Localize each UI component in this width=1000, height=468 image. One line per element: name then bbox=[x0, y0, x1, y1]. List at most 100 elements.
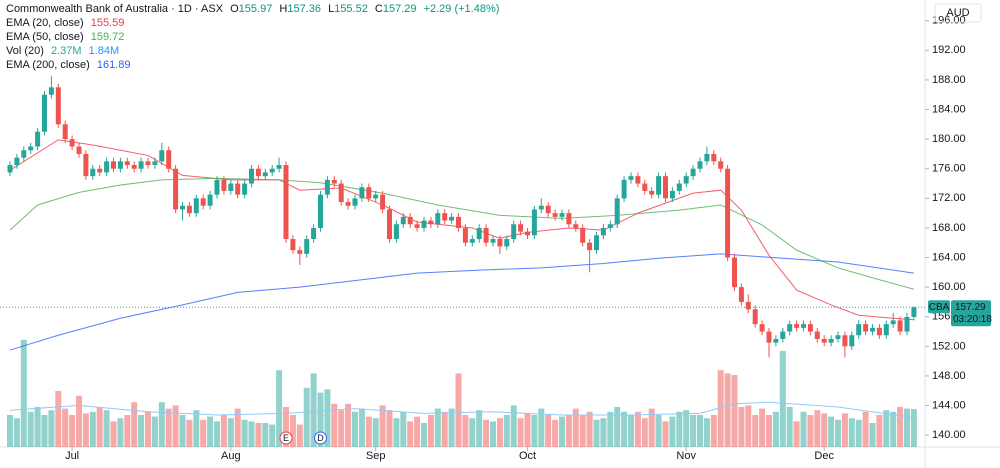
candle-body bbox=[545, 205, 551, 214]
candle-body bbox=[849, 335, 855, 347]
candle-body bbox=[814, 331, 820, 339]
candle-body bbox=[318, 194, 323, 228]
candle-body bbox=[663, 176, 668, 199]
volume-bar bbox=[766, 415, 772, 447]
candle-body bbox=[449, 216, 455, 221]
ema-line bbox=[9, 177, 915, 290]
volume-bar bbox=[110, 421, 117, 447]
volume-bar bbox=[648, 408, 655, 447]
volume-bar bbox=[545, 415, 552, 447]
indicator-row: Vol (20) 2.37M 1.84M bbox=[6, 44, 499, 58]
candle-body bbox=[456, 216, 461, 228]
candle-body bbox=[766, 331, 772, 343]
volume-bar bbox=[193, 410, 200, 447]
volume-bar bbox=[269, 424, 276, 447]
candle-body bbox=[166, 150, 172, 169]
volume-bar bbox=[586, 411, 593, 447]
candle-body bbox=[393, 224, 399, 240]
volume-bar bbox=[690, 415, 697, 447]
volume-bar bbox=[821, 413, 828, 447]
volume-bar bbox=[669, 416, 676, 447]
ohlc-value: 155.97 bbox=[238, 3, 273, 15]
ohlc-value: 157.36 bbox=[287, 3, 321, 15]
volume-bar bbox=[96, 407, 103, 447]
volume-bar bbox=[69, 415, 76, 447]
candle-body bbox=[311, 227, 317, 240]
volume-bar bbox=[352, 411, 358, 447]
volume-bar bbox=[200, 419, 207, 447]
volume-bar bbox=[296, 424, 303, 447]
volume-bar bbox=[462, 415, 469, 447]
candle-body bbox=[490, 239, 496, 243]
candle-body bbox=[152, 161, 158, 166]
candle-body bbox=[62, 124, 68, 140]
candle-body bbox=[407, 216, 413, 225]
candle-body bbox=[807, 324, 813, 332]
candle-body bbox=[400, 216, 406, 225]
volume-bar bbox=[490, 421, 496, 447]
volume-bar bbox=[552, 419, 559, 447]
candle-body bbox=[890, 320, 896, 325]
y-tick-label: 168.00 bbox=[932, 222, 966, 234]
ohlc-label: L bbox=[328, 3, 335, 15]
candle-body bbox=[904, 316, 910, 332]
indicator-value: 159.72 bbox=[90, 31, 125, 43]
volume-bar bbox=[828, 416, 835, 447]
volume-bar bbox=[151, 416, 158, 447]
candle-body bbox=[600, 227, 606, 236]
symbol-box bbox=[928, 300, 950, 314]
volume-bar bbox=[158, 402, 165, 447]
y-tick-label: 164.00 bbox=[932, 251, 966, 263]
y-tick-label: 152.00 bbox=[932, 340, 966, 352]
volume-bar bbox=[324, 389, 331, 447]
volume-bar bbox=[48, 410, 55, 447]
change: +2.29 (+1.48%) bbox=[423, 3, 500, 15]
indicator-value: 1.84M bbox=[88, 45, 120, 57]
candle-body bbox=[214, 179, 220, 195]
volume-bar bbox=[559, 416, 565, 447]
volume-bar bbox=[234, 408, 241, 447]
volume-bar bbox=[904, 408, 910, 447]
volume-bar bbox=[427, 415, 434, 447]
candle-body bbox=[380, 194, 386, 210]
candle-body bbox=[531, 209, 537, 236]
volume-bar bbox=[517, 418, 524, 447]
volume-bar bbox=[841, 413, 848, 447]
volume-bar bbox=[876, 415, 883, 447]
candle-body bbox=[48, 87, 54, 95]
volume-bar bbox=[745, 405, 752, 447]
legend: Commonwealth Bank of Australia · 1D · AS… bbox=[6, 2, 499, 72]
volume-bar bbox=[779, 351, 786, 447]
candle-body bbox=[387, 209, 392, 240]
candle-body bbox=[642, 183, 648, 191]
volume-bar bbox=[897, 407, 904, 447]
header-row: Commonwealth Bank of Australia · 1D · AS… bbox=[6, 2, 499, 16]
volume-bar bbox=[400, 411, 407, 447]
event-label: E bbox=[283, 433, 289, 443]
indicator-value: 161.89 bbox=[96, 59, 131, 71]
volume-bar bbox=[724, 373, 731, 447]
candle-body bbox=[276, 165, 282, 169]
volume-bar bbox=[538, 408, 545, 447]
volume-bar bbox=[683, 410, 690, 447]
candle-body bbox=[111, 161, 116, 169]
candle-body bbox=[145, 161, 151, 166]
volume-bar bbox=[614, 407, 621, 447]
candle-body bbox=[683, 176, 689, 184]
volume-bar bbox=[676, 411, 683, 447]
y-tick-label: 196.00 bbox=[932, 15, 966, 27]
volume-bar bbox=[34, 407, 41, 447]
volume-bar bbox=[476, 410, 483, 447]
y-tick-label: 184.00 bbox=[932, 103, 966, 115]
candle-body bbox=[870, 327, 875, 332]
x-tick-label: Aug bbox=[221, 450, 241, 462]
volume-bar bbox=[379, 405, 386, 447]
candle-body bbox=[193, 198, 199, 214]
volume-bar bbox=[241, 419, 248, 447]
volume-bar bbox=[890, 411, 897, 447]
volume-bar bbox=[572, 408, 579, 447]
candle-body bbox=[255, 168, 261, 177]
volume-bar bbox=[717, 370, 724, 447]
